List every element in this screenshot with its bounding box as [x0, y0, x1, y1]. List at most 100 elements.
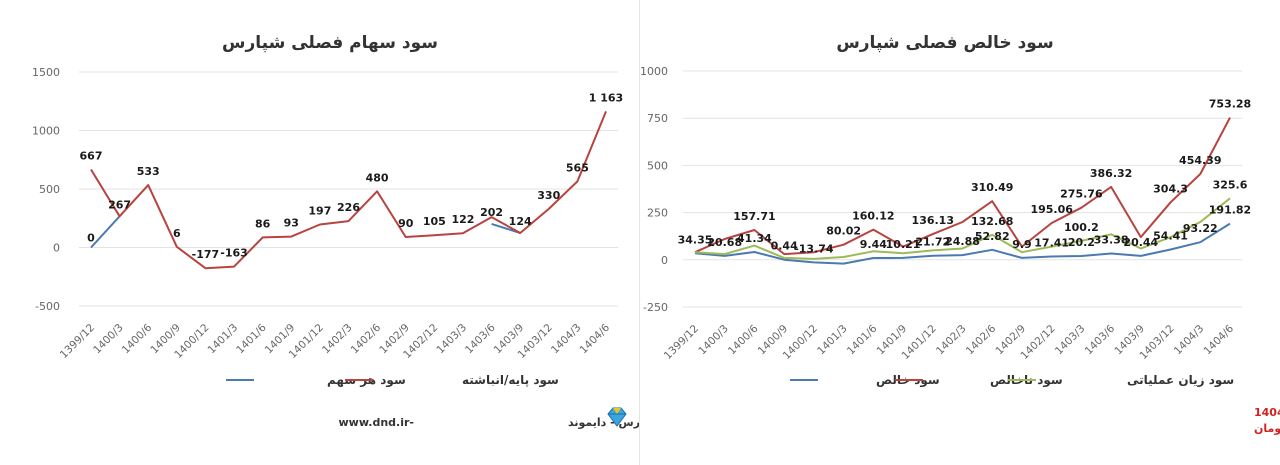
x-tick-label: 1402/3 — [320, 322, 355, 357]
data-label: 0 — [87, 232, 95, 245]
data-label: 21.72 — [915, 236, 950, 249]
x-tick-label: 1404/3 — [549, 322, 584, 357]
data-label: 325.6 — [1213, 178, 1248, 191]
y-tick-label: -500 — [35, 300, 60, 313]
data-label: 34.35 — [678, 233, 713, 246]
data-label: 93 — [284, 217, 299, 230]
data-label: 10.21 — [886, 238, 921, 251]
data-label: 93.22 — [1183, 222, 1218, 235]
x-tick-label: 1403/3 — [1053, 323, 1088, 358]
data-label: 136.13 — [912, 214, 954, 227]
data-label: -177 — [192, 248, 220, 261]
x-tick-label: 1404/3 — [1172, 323, 1207, 358]
data-label: 6 — [173, 227, 181, 240]
diamond-icon-crown — [613, 408, 621, 414]
y-tick-label: 1000 — [32, 125, 60, 138]
x-tick-label: 1400/3 — [696, 323, 731, 358]
data-label: 195.06 — [1030, 203, 1073, 216]
data-label: 267 — [108, 198, 131, 211]
data-label: 197 — [308, 204, 331, 217]
series-line — [694, 117, 1231, 256]
data-label: 41.34 — [737, 232, 772, 245]
series-line — [694, 222, 1231, 265]
x-tick-label: 1401/6 — [234, 321, 269, 356]
footer-url: www.dnd.ir- — [339, 416, 414, 429]
data-label: 310.49 — [971, 181, 1013, 194]
data-label: 105 — [423, 215, 446, 228]
x-tick-label: 1403/6 — [1083, 322, 1118, 357]
footer-brand-text: نرم افزار تحلیل گر بورس - دایموند — [568, 416, 640, 429]
data-label: 24.88 — [945, 235, 980, 248]
series-line — [694, 197, 1231, 260]
data-label: 20.2 — [1068, 236, 1095, 249]
y-tick-label: 1000 — [640, 65, 668, 78]
net-profit-chart: سود خالص فصلی شپارس -250 0 250 500 750 1000 139… — [640, 33, 1280, 435]
data-label: -163 — [220, 247, 248, 260]
x-tick-label: 1401/6 — [845, 322, 880, 357]
x-tick-label: 1400/6 — [120, 321, 155, 356]
data-label: 1 163 — [589, 91, 623, 104]
y-tick-label: 0 — [53, 242, 60, 255]
legend-label: سود پایه/انباشته — [462, 373, 559, 388]
data-label: 17.41 — [1034, 237, 1069, 250]
data-label: 90 — [398, 217, 414, 230]
data-label: 533 — [137, 165, 160, 178]
data-label: 80.02 — [826, 225, 861, 238]
data-label: 330 — [537, 189, 560, 202]
fiscal-year-note: * سال مالی 1404/06/31 — [1254, 406, 1280, 419]
x-tick-label: 1399/12 — [662, 323, 701, 362]
data-label: 20.68 — [707, 236, 742, 249]
data-label: 226 — [337, 201, 360, 214]
legend-label: سود زیان عملیاتی — [1127, 373, 1234, 388]
data-label: 9.9 — [1012, 238, 1032, 251]
data-label: 667 — [80, 149, 103, 162]
data-label: 132.68 — [971, 215, 1013, 228]
data-label: 386.32 — [1090, 167, 1132, 180]
chart-panel-dividends: سود سهام فصلی شپارس -500 0 500 1000 1500 1399/… — [32, 33, 640, 429]
data-label: 565 — [566, 161, 589, 174]
data-label: 54.41 — [1153, 230, 1188, 243]
diamond-icon — [607, 407, 627, 427]
x-tick-label: 1399/12 — [58, 322, 97, 361]
dividends-chart: سود سهام فصلی شپارس -500 0 500 1000 1500 1399/… — [32, 33, 640, 429]
data-label: 202 — [480, 206, 503, 219]
currency-note: * تمام قیمت میلیارد تومان — [1254, 422, 1280, 435]
chart-title: سود خالص فصلی شپارس — [836, 33, 1053, 53]
x-tick-label: 1400/3 — [91, 322, 126, 357]
y-tick-label: 250 — [647, 207, 668, 220]
data-label: 480 — [366, 171, 389, 184]
series-line — [90, 111, 607, 270]
data-label: 124 — [509, 215, 532, 228]
y-tick-label: 750 — [647, 112, 668, 125]
x-tick-label: 1402/6 — [964, 322, 999, 357]
data-label: 20.44 — [1123, 236, 1158, 249]
y-tick-label: 500 — [39, 183, 60, 196]
x-tick-label: 1402/6 — [349, 321, 384, 356]
y-tick-label: 0 — [661, 254, 668, 267]
data-label: 86 — [255, 217, 271, 230]
panel-divider — [639, 0, 640, 465]
chart-panel-net-profit: سود خالص فصلی شپارس -250 0 250 500 750 1000 139… — [640, 0, 1280, 465]
data-label: 454.39 — [1179, 154, 1221, 167]
y-tick-label: 1500 — [32, 66, 60, 79]
data-label: 52.82 — [975, 230, 1010, 243]
data-label: 122 — [451, 213, 474, 226]
series-line — [90, 215, 121, 249]
x-tick-label: 1401/3 — [815, 323, 850, 358]
data-label: 191.82 — [1209, 204, 1251, 217]
data-label: -13.74 — [794, 242, 834, 255]
data-label: 304.3 — [1153, 182, 1188, 195]
x-tick-label: 1403/3 — [434, 322, 469, 357]
data-label: 160.12 — [852, 210, 894, 223]
data-label: 753.28 — [1209, 98, 1251, 111]
x-tick-label: 1403/6 — [463, 321, 498, 356]
data-label: 157.71 — [733, 210, 775, 223]
x-tick-label: 1401/3 — [206, 322, 241, 357]
data-label: 33.38 — [1094, 233, 1129, 246]
data-label: 100.2 — [1064, 221, 1099, 234]
x-tick-label: 1404/6 — [1202, 322, 1237, 357]
diamond-icon-body — [607, 407, 627, 427]
data-label: 9.44 — [860, 238, 887, 251]
data-label: 0.44 — [771, 240, 798, 253]
x-tick-label: 1402/3 — [934, 323, 969, 358]
